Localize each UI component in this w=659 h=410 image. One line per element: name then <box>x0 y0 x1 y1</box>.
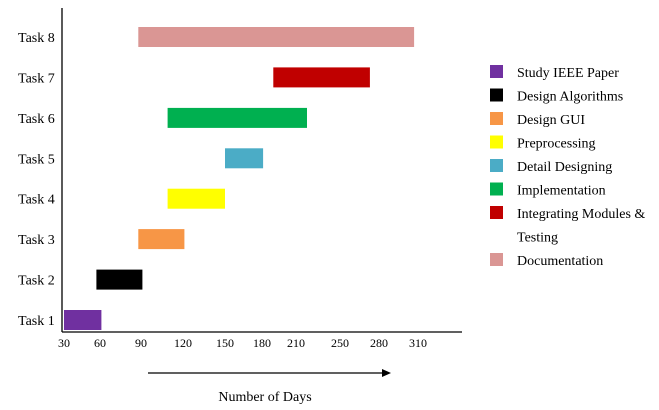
bar-task-6 <box>167 107 307 128</box>
legend-swatch <box>490 135 503 149</box>
axes-layer <box>61 8 462 333</box>
bars-layer <box>64 27 415 330</box>
task-label: Task 8 <box>18 31 55 46</box>
task-label: Task 5 <box>18 152 55 167</box>
task-labels-layer: Task 1 Task 2 Task 3 Task 4 Task 5 Task 6 Task… <box>18 31 55 329</box>
legend: Study IEEE Paper Design Algorithms Design … <box>490 65 645 269</box>
bar-task-8 <box>138 27 415 47</box>
legend-label: Detail Designing <box>517 160 612 175</box>
task-label: Task 7 <box>18 71 55 86</box>
x-tick-label: 310 <box>409 336 427 350</box>
x-tick-label: 180 <box>253 336 271 350</box>
legend-label: Study IEEE Paper <box>517 66 619 81</box>
legend-swatch <box>490 65 503 78</box>
legend-swatch <box>490 253 503 266</box>
bar-task-5 <box>225 148 264 169</box>
x-axis-title: Number of Days <box>218 390 311 405</box>
task-label: Task 1 <box>18 314 55 329</box>
x-tick-label: 250 <box>331 336 349 350</box>
x-axis-arrow-head <box>382 369 391 377</box>
legend-label: Documentation <box>517 254 603 269</box>
legend-label: Design Algorithms <box>517 90 623 105</box>
x-tick-label: 150 <box>216 336 234 350</box>
task-label: Task 6 <box>18 112 55 127</box>
legend-label: Implementation <box>517 184 606 199</box>
task-label: Task 4 <box>18 193 55 208</box>
legend-label: Design GUI <box>517 113 585 128</box>
legend-swatch <box>490 206 503 219</box>
legend-label: Integrating Modules & <box>517 207 645 222</box>
bar-task-2 <box>96 269 143 290</box>
x-tick-label: 60 <box>94 336 106 350</box>
legend-swatch <box>490 159 503 172</box>
legend-swatch <box>490 182 503 196</box>
legend-swatch <box>490 88 503 102</box>
x-axis-title-group: Number of Days <box>148 369 391 405</box>
bar-task-1 <box>64 310 102 330</box>
x-tick-label: 30 <box>58 336 70 350</box>
x-tick-label: 280 <box>370 336 388 350</box>
x-tick-label: 120 <box>174 336 192 350</box>
legend-swatch <box>490 112 503 125</box>
bar-task-3 <box>138 229 185 250</box>
legend-label: Preprocessing <box>517 137 596 152</box>
task-label: Task 3 <box>18 233 55 248</box>
x-tick-label: 90 <box>135 336 147 350</box>
legend-label: Testing <box>517 231 558 246</box>
ticks-layer: 30 60 90 120 150 180 210 250 280 310 <box>58 336 427 350</box>
task-label: Task 2 <box>18 274 55 289</box>
bar-task-4 <box>167 188 225 209</box>
bar-task-7 <box>273 67 370 88</box>
x-tick-label: 210 <box>287 336 305 350</box>
